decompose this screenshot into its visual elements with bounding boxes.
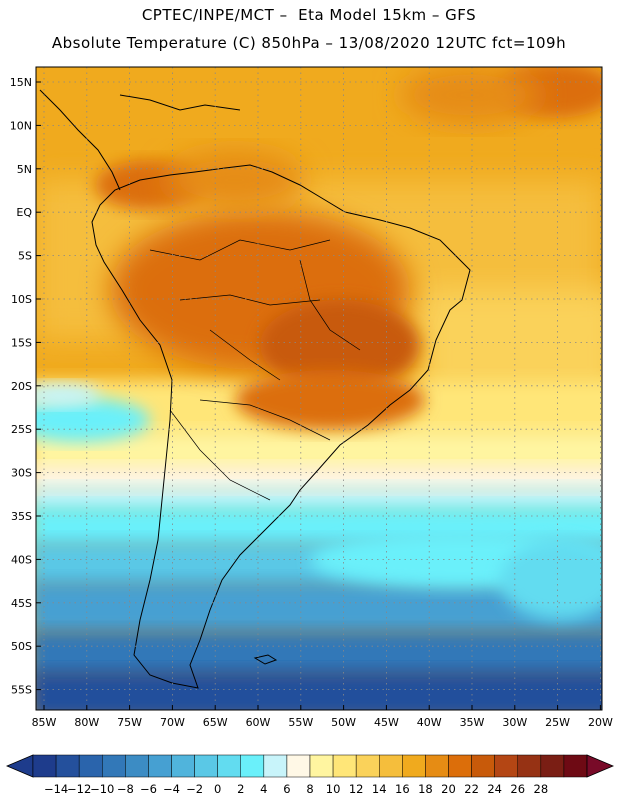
colorbar-swatch [148,754,172,778]
lon-label: 30W [502,716,527,729]
lon-label: 65W [203,716,228,729]
colorbar-swatch [379,754,403,778]
lat-label: 25S [11,423,32,436]
map-frame [35,66,603,711]
colorbar [5,754,615,778]
colorbar-swatch [332,754,357,778]
falklands-island [253,654,278,665]
colorbar-swatch [78,754,103,778]
colorbar-label: 14 [372,782,387,796]
colorbar-swatch [55,754,80,778]
lat-label: EQ [16,206,32,219]
colorbar-label: −2 [186,782,203,796]
latitude-labels: 15N 10N 5N EQ 5S 10S 15S 20S 25S 30S 35S 40S 45S 50S 5… [10,76,41,697]
lon-label: 35W [460,716,485,729]
south-america-coastline [91,164,471,689]
colorbar-swatch [355,754,380,778]
colorbar-swatch [194,754,218,778]
temperature-field [36,67,602,710]
colorbar-label: 10 [326,782,341,796]
colorbar-label: 0 [214,782,221,796]
colorbar-swatch [217,754,242,778]
lat-label: 5S [18,250,32,263]
colorbar-swatch [494,754,518,778]
map-title-line2: Absolute Temperature (C) 850hPa – 13/08/… [51,34,567,52]
colorbar-swatch [171,754,195,778]
border-lines [149,239,361,501]
lon-label: 45W [374,716,399,729]
colorbar-under-arrow [5,754,34,778]
map-title-line1: CPTEC/INPE/MCT – Eta Model 15km – GFS [141,6,477,24]
colorbar-label: 26 [510,782,525,796]
colorbar-label: 4 [260,782,267,796]
lon-label: 50W [331,716,356,729]
lat-label: 15N [10,76,32,89]
lon-label: 55W [288,716,313,729]
lon-label: 20W [588,716,613,729]
colorbar-swatch [102,754,126,778]
colorbar-label: 2 [237,782,244,796]
lat-label: 40S [11,553,32,566]
colorbar-swatch [286,754,311,778]
colorbar-swatch [448,754,472,778]
colorbar-label: 28 [534,782,549,796]
lat-label: 35S [11,510,32,523]
lat-label: 20S [11,380,32,393]
longitude-labels: 85W 80W 75W 70W 65W 60W 55W 50W 45W 40W 35W 30W 25W 2… [32,705,613,729]
caribbean-coastline [119,94,241,111]
lat-label: 10N [10,119,32,132]
lon-label: 85W [32,716,57,729]
lat-label: 10S [11,293,32,306]
colorbar-swatch [540,754,565,778]
colorbar-label: −12 [67,782,91,796]
colorbar-swatch [402,754,426,778]
colorbar-label: 22 [464,782,479,796]
colorbar-label: −8 [117,782,134,796]
colorbar-swatch [125,754,149,778]
lat-lon-grid [36,67,602,710]
colorbar-label: −4 [163,782,180,796]
colorbar-label: 18 [418,782,433,796]
colorbar-swatch [471,754,495,778]
lon-label: 70W [160,716,185,729]
lon-label: 25W [545,716,570,729]
colorbar-label: −6 [140,782,157,796]
colorbar-swatch [563,754,588,778]
lat-label: 5N [17,163,32,176]
colorbar-label: 20 [441,782,456,796]
coastlines [39,89,471,689]
colorbar-label: 16 [395,782,410,796]
lat-label: 50S [11,640,32,653]
colorbar-swatch [32,754,57,778]
colorbar-labels: −14−12−10 −8 −6 −4 −2 0 2 4 6 8 10 12 14 16 18 20 22 24 26… [44,782,548,796]
colorbar-swatch [517,754,542,778]
colorbar-label: −10 [90,782,114,796]
lon-label: 75W [117,716,142,729]
lat-label: 55S [11,684,32,697]
lon-label: 60W [246,716,271,729]
colorbar-label: 24 [487,782,502,796]
colorbar-swatch [263,754,288,778]
colorbar-label: −14 [44,782,68,796]
colorbar-over-arrow [586,754,615,778]
lon-label: 80W [74,716,99,729]
colorbar-label: 8 [306,782,313,796]
colorbar-label: 12 [349,782,364,796]
lat-label: 45S [11,597,32,610]
colorbar-swatch [309,754,334,778]
central-america-coastline [39,89,121,191]
colorbar-swatch [240,754,265,778]
lat-label: 30S [11,467,32,480]
colorbar-label: 6 [283,782,290,796]
lon-label: 40W [417,716,442,729]
colorbar-swatch [425,754,449,778]
lat-label: 15S [11,336,32,349]
